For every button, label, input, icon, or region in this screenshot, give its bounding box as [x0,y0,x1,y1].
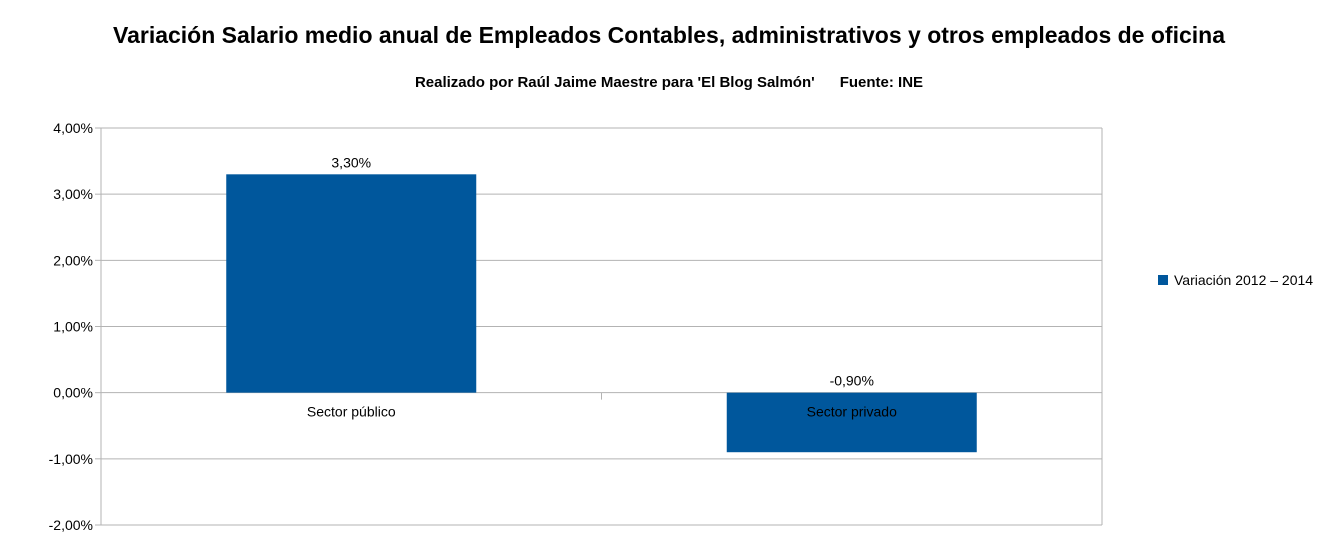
chart-title: Variación Salario medio anual de Emplead… [113,22,1225,48]
y-tick-label: 4,00% [53,120,93,136]
category-label: Sector público [307,404,396,420]
legend: Variación 2012 – 2014 [1158,272,1313,288]
y-tick-label: -1,00% [49,451,93,467]
chart-subtitle: Realizado por Raúl Jaime Maestre para 'E… [414,74,924,91]
legend-label: Variación 2012 – 2014 [1174,272,1314,288]
y-tick-label: 3,00% [53,186,93,202]
y-tick-label: 0,00% [53,385,93,401]
y-tick-label: 1,00% [53,319,93,335]
legend-swatch [1158,275,1168,285]
category-label: Sector privado [807,404,897,420]
y-tick-label: -2,00% [49,517,93,533]
bar [726,392,977,453]
y-tick-label: 2,00% [53,252,93,268]
data-label: 3,30% [331,154,371,170]
bar [226,174,477,393]
data-label: -0,90% [830,373,874,389]
